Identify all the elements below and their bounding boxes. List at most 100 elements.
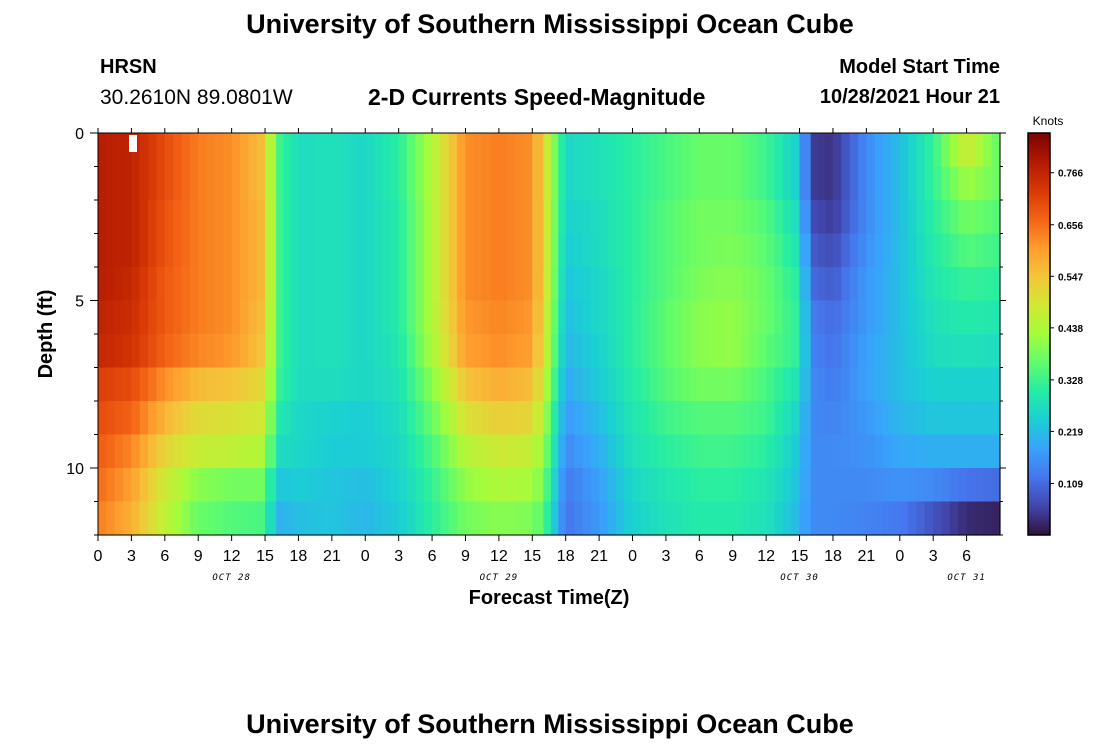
heatmap-cell bbox=[958, 233, 968, 268]
heatmap-cell bbox=[799, 434, 812, 469]
heatmap-cell bbox=[256, 233, 266, 268]
heatmap-cell bbox=[825, 267, 834, 302]
heatmap-cell bbox=[916, 233, 926, 268]
heatmap-cell bbox=[373, 133, 383, 168]
heatmap-cell bbox=[991, 434, 1001, 469]
heatmap-cell bbox=[991, 133, 1001, 168]
heatmap-cell bbox=[649, 233, 659, 268]
heatmap-cell bbox=[690, 367, 700, 402]
heatmap-cell bbox=[123, 401, 133, 436]
heatmap-cell bbox=[465, 300, 475, 335]
heatmap-cell bbox=[523, 200, 533, 235]
heatmap-cell bbox=[724, 367, 734, 402]
heatmap-cell bbox=[657, 468, 667, 503]
heatmap-cell bbox=[590, 200, 600, 235]
heatmap-cell bbox=[331, 133, 341, 168]
heatmap-cell bbox=[131, 300, 141, 335]
heatmap-cell bbox=[156, 267, 166, 302]
heatmap-cell bbox=[699, 434, 709, 469]
heatmap-cell bbox=[114, 434, 124, 469]
heatmap-cell bbox=[607, 233, 617, 268]
heatmap-cell bbox=[407, 267, 416, 302]
heatmap-cell bbox=[390, 267, 400, 302]
heatmap-cell bbox=[231, 367, 241, 402]
heatmap-cell bbox=[916, 401, 926, 436]
heatmap-cell bbox=[448, 501, 458, 536]
heatmap-cell bbox=[649, 267, 659, 302]
heatmap-cell bbox=[657, 133, 667, 168]
heatmap-cell bbox=[448, 401, 458, 436]
heatmap-cell bbox=[674, 166, 684, 201]
heatmap-cell bbox=[291, 401, 300, 436]
heatmap-cell bbox=[407, 468, 416, 503]
heatmap-cell bbox=[574, 401, 584, 436]
heatmap-cell bbox=[941, 233, 951, 268]
x-tick-label: 18 bbox=[290, 548, 308, 565]
heatmap-cell bbox=[123, 367, 133, 402]
heatmap-cell bbox=[164, 267, 174, 302]
heatmap-cell bbox=[206, 468, 216, 503]
heatmap-cell bbox=[582, 300, 592, 335]
model-start-value: 10/28/2021 Hour 21 bbox=[819, 86, 1000, 108]
heatmap-cell bbox=[832, 200, 842, 235]
heatmap-cell bbox=[749, 166, 759, 201]
heatmap-cell bbox=[565, 367, 575, 402]
heatmap-cell bbox=[482, 233, 492, 268]
x-tick-label: 15 bbox=[256, 548, 274, 565]
heatmap-cell bbox=[156, 166, 166, 201]
heatmap-cell bbox=[966, 300, 976, 335]
heatmap-cell bbox=[558, 367, 567, 402]
heatmap-cell bbox=[173, 166, 183, 201]
heatmap-cell bbox=[291, 200, 300, 235]
surface-marker bbox=[129, 135, 137, 152]
heatmap-cell bbox=[473, 468, 483, 503]
heatmap-cell bbox=[883, 133, 893, 168]
heatmap-cell bbox=[114, 334, 124, 369]
heatmap-cell bbox=[690, 468, 700, 503]
heatmap-cell bbox=[381, 200, 391, 235]
model-start-label: Model Start Time bbox=[839, 56, 1000, 78]
heatmap-cell bbox=[398, 200, 408, 235]
heatmap-cell bbox=[256, 166, 266, 201]
heatmap-cell bbox=[615, 233, 625, 268]
heatmap-cell bbox=[791, 166, 801, 201]
heatmap-cell bbox=[331, 501, 341, 536]
heatmap-cell bbox=[590, 501, 600, 536]
heatmap-cell bbox=[482, 267, 492, 302]
heatmap-cell bbox=[306, 267, 316, 302]
heatmap-cell bbox=[974, 166, 984, 201]
heatmap-cell bbox=[323, 200, 333, 235]
heatmap-cell bbox=[590, 133, 600, 168]
heatmap-cell bbox=[899, 200, 909, 235]
heatmap-cell bbox=[640, 501, 650, 536]
heatmap-cell bbox=[465, 166, 475, 201]
heatmap-cell bbox=[908, 401, 918, 436]
heatmap-cell bbox=[565, 300, 575, 335]
heatmap-cell bbox=[841, 501, 851, 536]
heatmap-cell bbox=[490, 267, 500, 302]
heatmap-cell bbox=[432, 468, 442, 503]
heatmap-cell bbox=[98, 401, 107, 436]
heatmap-cell bbox=[123, 468, 133, 503]
heatmap-cell bbox=[181, 468, 191, 503]
heatmap-cell bbox=[306, 133, 316, 168]
heatmap-cell bbox=[356, 468, 366, 503]
heatmap-cell bbox=[582, 367, 592, 402]
heatmap-cell bbox=[924, 200, 934, 235]
heatmap-cell bbox=[933, 334, 943, 369]
heatmap-cell bbox=[98, 468, 107, 503]
heatmap-cell bbox=[832, 401, 842, 436]
heatmap-cell bbox=[657, 267, 667, 302]
heatmap-cell bbox=[164, 133, 174, 168]
heatmap-cell bbox=[114, 267, 124, 302]
heatmap-cell bbox=[283, 233, 292, 268]
heatmap-cell bbox=[632, 367, 642, 402]
y-tick-label: 0 bbox=[75, 126, 84, 143]
heatmap-cell bbox=[248, 401, 258, 436]
heatmap-cell bbox=[365, 267, 375, 302]
heatmap-cell bbox=[206, 401, 216, 436]
heatmap-cell bbox=[757, 367, 767, 402]
heatmap-cell bbox=[615, 133, 625, 168]
heatmap-cell bbox=[189, 233, 199, 268]
heatmap-cell bbox=[858, 267, 867, 302]
